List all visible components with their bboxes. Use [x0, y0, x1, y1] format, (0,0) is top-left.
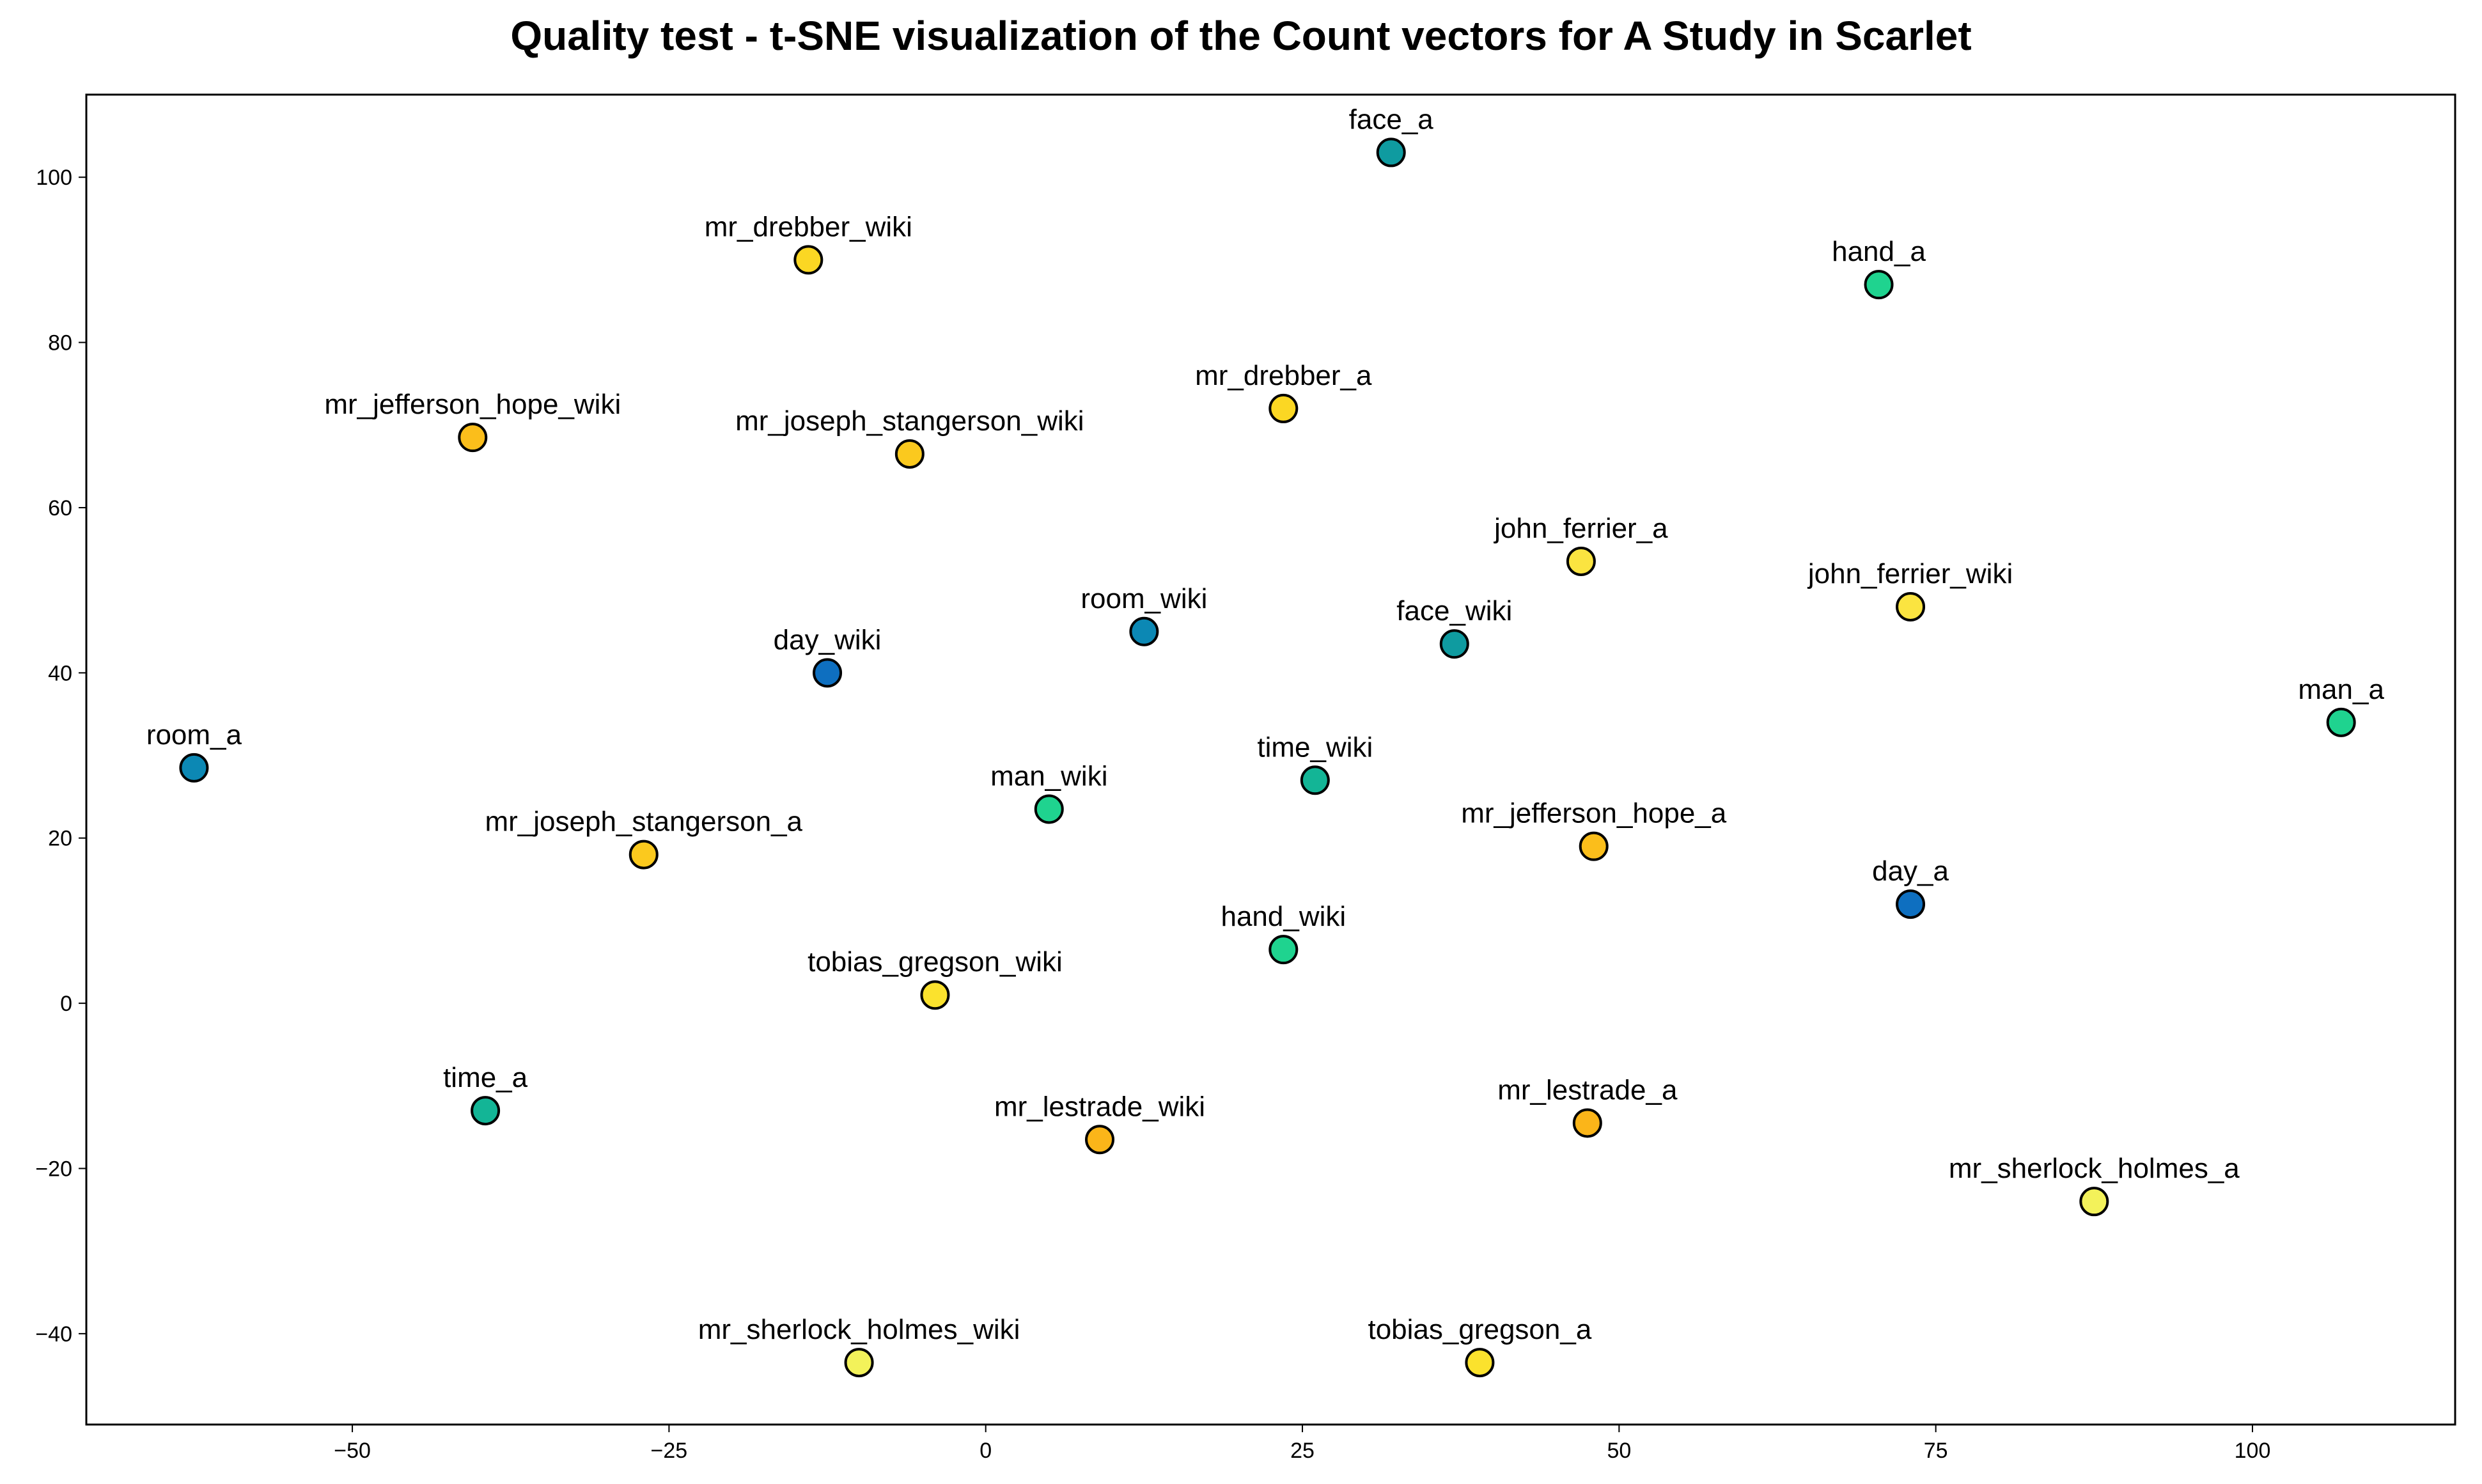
plot-frame: [85, 93, 2456, 1426]
point-label: tobias_gregson_wiki: [808, 946, 1063, 978]
point-label: mr_jefferson_hope_wiki: [324, 389, 621, 420]
point-label: mr_sherlock_holmes_wiki: [698, 1314, 1020, 1345]
data-point: [1896, 889, 1926, 919]
y-tick-label: −40: [35, 1322, 72, 1347]
point-label: john_ferrier_wiki: [1807, 558, 2013, 590]
data-point: [1034, 794, 1064, 824]
x-tick-label: 75: [1924, 1439, 1948, 1463]
data-point: [793, 245, 823, 275]
point-label: mr_lestrade_wiki: [994, 1091, 1205, 1122]
data-point: [1566, 546, 1596, 576]
point-label: mr_joseph_stangerson_wiki: [735, 405, 1084, 437]
point-label: mr_drebber_wiki: [705, 211, 912, 242]
data-point: [920, 980, 950, 1010]
point-label: tobias_gregson_a: [1368, 1314, 1591, 1345]
point-labels: face_a mr_drebber_wiki hand_a mr_jefferson_…: [146, 104, 2385, 1345]
x-tick-label: 100: [2235, 1439, 2271, 1463]
data-point: [1129, 616, 1159, 646]
point-label: room_a: [146, 719, 242, 751]
data-point: [844, 1348, 874, 1378]
data-point: [813, 658, 843, 688]
point-label: room_wiki: [1081, 583, 1207, 614]
point-label: man_wiki: [990, 761, 1107, 792]
data-point: [1300, 765, 1330, 795]
point-label: face_wiki: [1396, 595, 1512, 627]
y-tick-label: 0: [60, 992, 72, 1016]
x-tick-label: −25: [651, 1439, 688, 1463]
point-label: mr_sherlock_holmes_a: [1949, 1153, 2240, 1184]
data-point: [1864, 270, 1894, 300]
data-point: [179, 753, 209, 783]
point-label: mr_joseph_stangerson_a: [485, 806, 802, 838]
data-point: [1085, 1125, 1115, 1155]
point-label: mr_drebber_a: [1195, 360, 1372, 391]
data-point: [471, 1096, 501, 1126]
data-point: [1268, 935, 1299, 965]
point-label: day_wiki: [774, 624, 882, 655]
point-label: hand_wiki: [1221, 901, 1346, 932]
y-tick-label: 100: [36, 166, 72, 190]
data-point: [458, 423, 488, 453]
data-point: [1896, 591, 1926, 621]
data-point: [1572, 1108, 1602, 1138]
point-label: day_a: [1872, 855, 1949, 887]
y-axis: −40 −20 0 20 40 60 80 100: [35, 166, 86, 1347]
data-point: [1268, 393, 1299, 423]
point-label: hand_a: [1832, 236, 1926, 267]
y-tick-label: 60: [48, 496, 72, 520]
data-point: [2079, 1187, 2109, 1217]
point-label: man_a: [2298, 674, 2384, 705]
data-point: [1579, 831, 1609, 861]
x-tick-label: 50: [1607, 1439, 1631, 1463]
x-tick-label: 25: [1290, 1439, 1315, 1463]
point-label: time_wiki: [1257, 731, 1373, 763]
point-label: time_a: [443, 1062, 528, 1093]
y-tick-label: −20: [35, 1157, 72, 1182]
point-label: mr_jefferson_hope_a: [1461, 798, 1727, 829]
data-points: [179, 137, 2356, 1378]
data-point: [2326, 707, 2356, 737]
x-tick-label: −50: [334, 1439, 371, 1463]
y-tick-label: 80: [48, 331, 72, 355]
data-point: [894, 439, 925, 469]
point-label: face_a: [1349, 104, 1434, 135]
data-point: [1376, 137, 1406, 168]
y-tick-label: 20: [48, 827, 72, 851]
x-axis: −50 −25 0 25 50 75 100: [334, 1425, 2270, 1463]
chart-title: Quality test - t-SNE visualization of th…: [510, 13, 1971, 59]
x-tick-label: 0: [980, 1439, 992, 1463]
data-point: [1465, 1348, 1495, 1378]
point-label: john_ferrier_a: [1493, 513, 1668, 544]
y-tick-label: 40: [48, 661, 72, 685]
data-point: [1439, 629, 1469, 659]
data-point: [628, 840, 659, 870]
point-label: mr_lestrade_a: [1497, 1074, 1678, 1105]
